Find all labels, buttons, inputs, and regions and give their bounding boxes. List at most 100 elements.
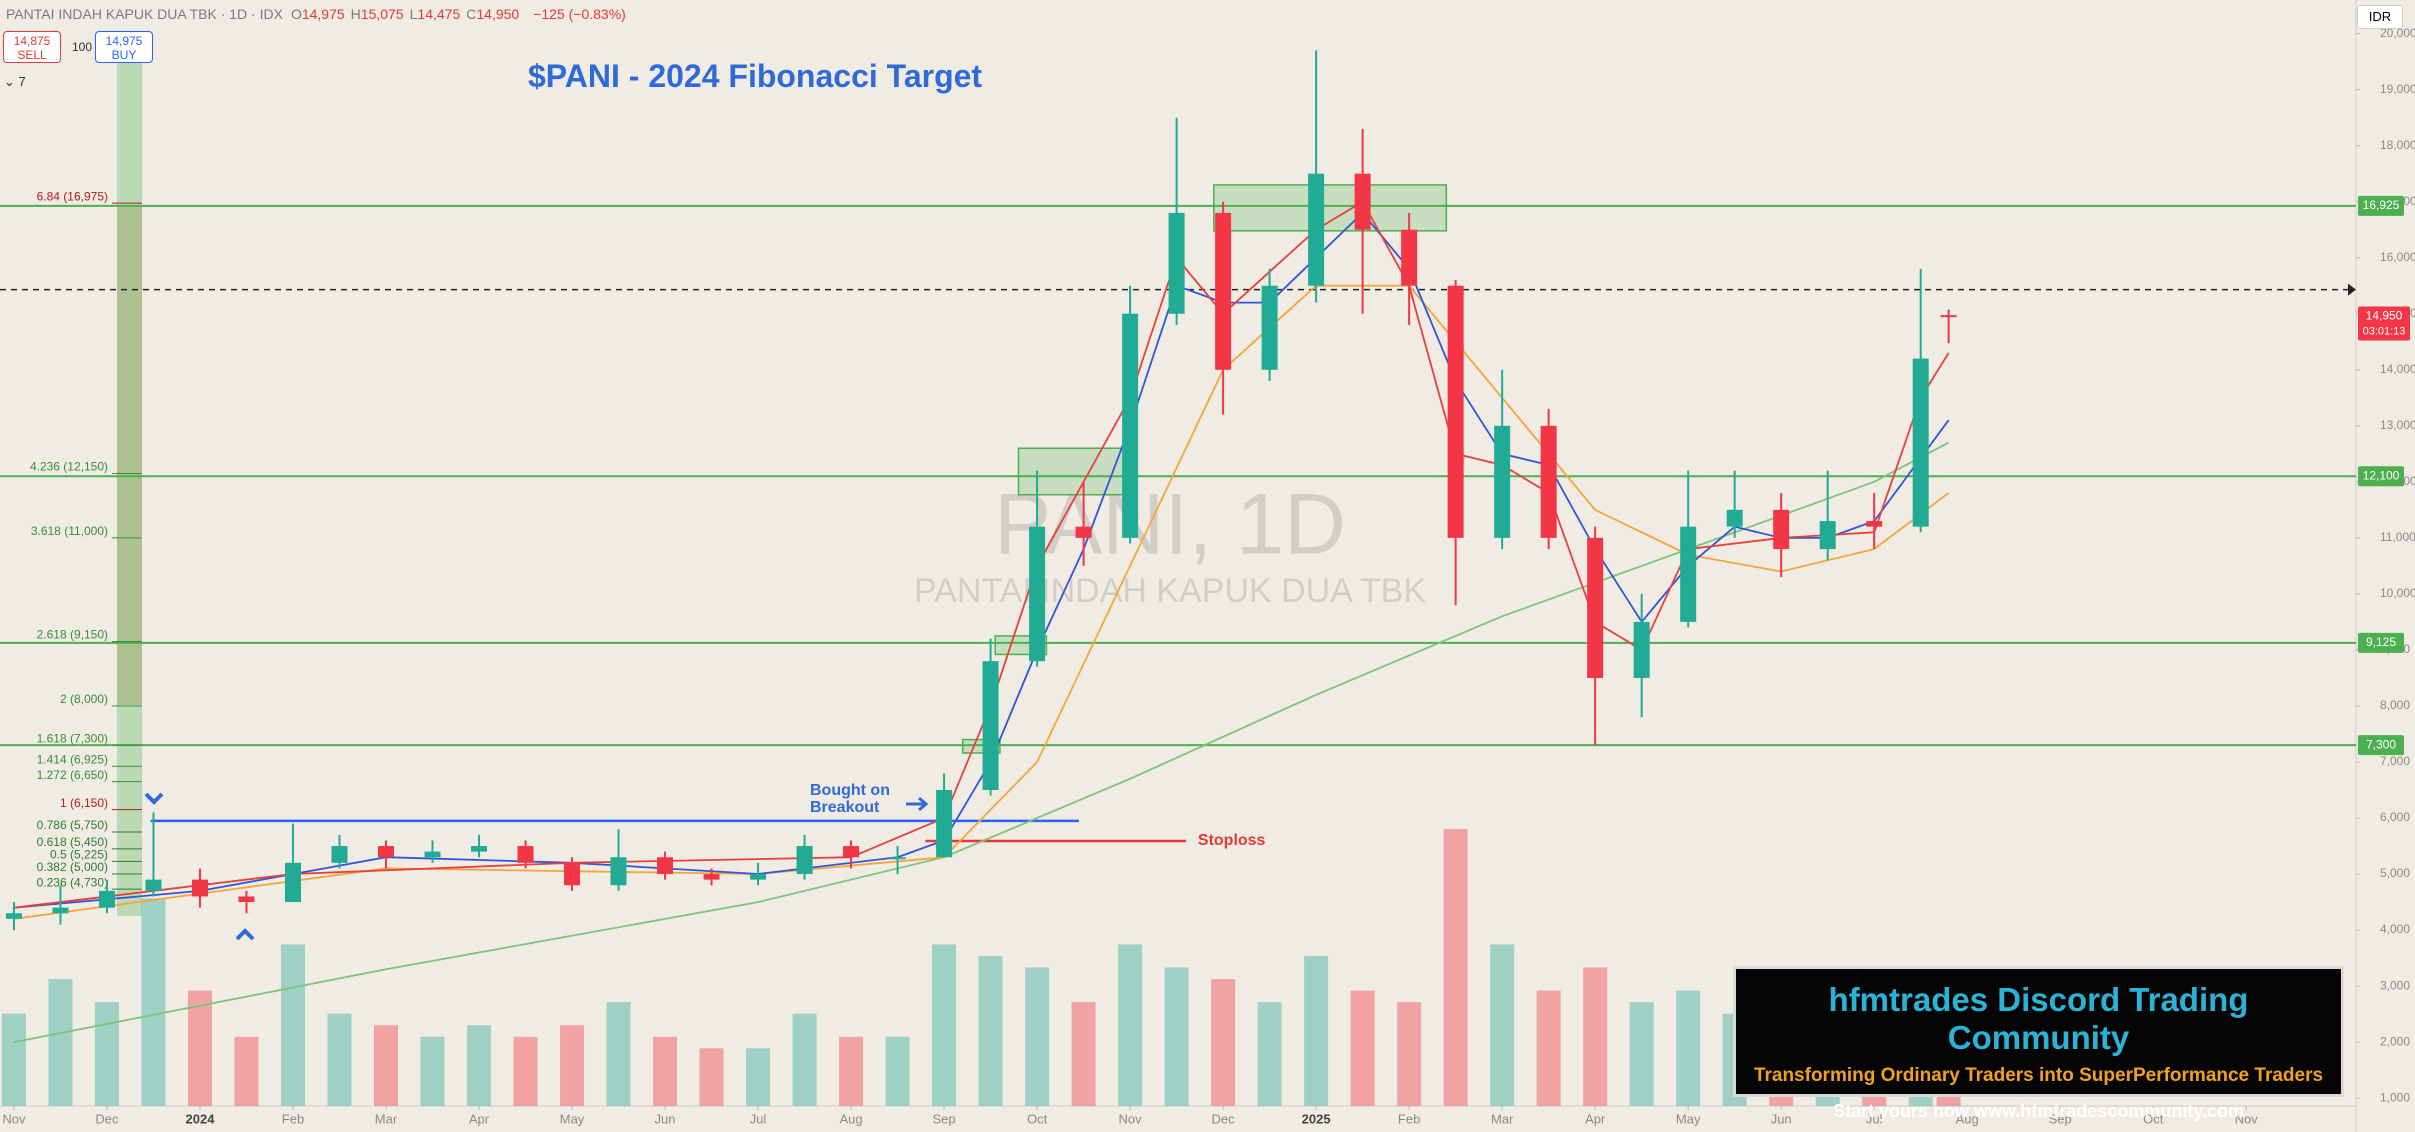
y-tick-label: 11,000 [2380,530,2415,544]
y-tick-label: 14,000 [2380,362,2415,376]
volume-bar [885,1036,910,1106]
breakout-label: Breakout [810,799,880,816]
quote-key: H [350,6,361,22]
candle-body [889,857,906,860]
price-tag [2358,306,2410,341]
candle-body [657,857,674,875]
y-tick-label: 16,000 [2380,250,2415,264]
level-tag [2358,632,2404,653]
zone [1213,184,1448,232]
x-tick-label: Oct [2143,1111,2164,1126]
candle-body [1401,229,1418,286]
candle-body [191,879,208,897]
quote-key: L [409,6,418,22]
y-tick-label: 10,000 [2380,586,2415,600]
y-tick-label: 5,000 [2380,866,2410,880]
volume-bar [1,1013,26,1106]
x-tick-label: Dec [95,1111,119,1126]
buy-button[interactable]: 14,975 BUY [95,31,153,63]
candle-body [1168,212,1185,314]
ad-title: hfmtrades Discord Trading Community [1828,981,2249,1056]
candle-body [98,890,115,908]
level-label: 7,300 [2366,737,2396,751]
candle-body [1215,212,1232,370]
volume-bar [327,1013,352,1106]
volume-bar [1071,1002,1096,1106]
breakout-label: Bought on [810,782,890,799]
chevron-up [235,928,255,941]
y-tick-label: 4,000 [2380,922,2410,936]
level-tag [2358,195,2404,216]
quote-key: C [466,6,477,22]
volume-bar [513,1036,538,1106]
y-tick-label: 19,000 [2380,82,2415,96]
watermark-name: PANTAI INDAH KAPUK DUA TBK [914,572,1426,610]
volume-bar [280,944,305,1106]
volume-bar [1629,1002,1654,1106]
volume-bar [141,898,166,1106]
volume-bar [1583,967,1608,1106]
fib-label: 0.618 (5,450) [37,835,108,849]
currency-button[interactable]: IDR [2357,5,2403,29]
candle-body [471,846,488,852]
candle-body [52,907,69,914]
fib-label: 0.236 (4,730) [37,875,108,889]
x-tick-label: Nov [2235,1111,2259,1126]
candle-body [750,874,767,880]
volume-bar [420,1036,445,1106]
ad-box: hfmtrades Discord Trading Community Tran… [1733,966,2344,1121]
volume-bar [560,1025,585,1106]
watermark-ticker: PANI, 1D [994,477,1346,573]
sell-price: 14,875 [13,34,51,48]
candle-body [1726,509,1743,527]
ad-cta: Start yours now www.hfmtradescommunity.c… [1832,1101,2245,1121]
price-tag-timer: 03:01:13 [2363,325,2406,337]
indicator-toggle[interactable]: ⌄ 7 [4,74,26,89]
candle-body [1912,358,1929,527]
fib-label: 1 (6,150) [60,796,108,810]
volume-bar [932,944,957,1106]
quote-value: 14,950 [476,6,520,22]
buy-price: 14,975 [105,34,143,48]
volume-bar [606,1002,631,1106]
x-tick-label: Jun [1771,1111,1792,1126]
volume-bar [94,1002,119,1106]
x-tick-label: May [560,1111,585,1126]
moving-average [13,441,1950,1043]
sell-label: SELL [17,48,47,62]
x-tick-label: Mar [1491,1111,1514,1126]
x-tick-label: 2024 [186,1111,216,1126]
y-tick-label: 7,000 [2380,754,2410,768]
candle-body [1494,425,1511,538]
volume-bar [699,1048,724,1106]
candle-body [1940,315,1957,318]
y-tick-label: 13,000 [2380,418,2415,432]
fib-label: 1.272 (6,650) [37,768,108,782]
x-tick-label: Sep [933,1111,956,1126]
quote-key: O [290,6,302,22]
volume-bar [1164,967,1189,1106]
date-band [117,62,142,916]
candle-body [378,846,395,858]
volume-bar [839,1036,864,1106]
fib-label: 0.382 (5,000) [37,860,108,874]
candle-body [1680,526,1697,622]
y-tick-label: 2,000 [2380,1034,2410,1048]
volume-bar [1397,1002,1422,1106]
fib-label: 0.5 (5,225) [50,848,108,862]
level-label: 9,125 [2366,635,2396,649]
volume-bar [1536,990,1561,1106]
sell-button[interactable]: 14,875 SELL [3,31,61,63]
x-tick-label: Aug [1956,1111,1979,1126]
candle-body [1122,313,1139,538]
level-label: 12,100 [2363,468,2400,482]
x-tick-label: Apr [469,1111,490,1126]
x-tick-label: Nov [1119,1111,1143,1126]
candle-body [1029,526,1046,662]
ad-subtitle: Transforming Ordinary Traders into Super… [1753,1065,2324,1086]
fib-label: 6.84 (16,975) [37,189,108,203]
candle-body [1540,425,1557,538]
quote-value: 15,075 [360,6,404,22]
volume-bar [653,1036,678,1106]
